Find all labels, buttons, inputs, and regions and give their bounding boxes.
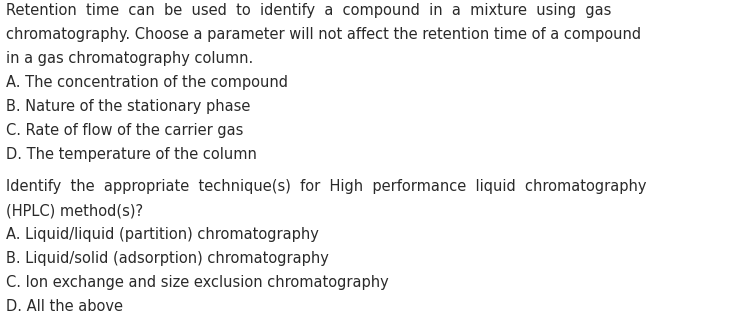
Text: A. The concentration of the compound: A. The concentration of the compound: [6, 75, 288, 90]
Text: Identify  the  appropriate  technique(s)  for  High  performance  liquid  chroma: Identify the appropriate technique(s) fo…: [6, 179, 647, 195]
Text: D. The temperature of the column: D. The temperature of the column: [6, 147, 257, 162]
Text: C. Ion exchange and size exclusion chromatography: C. Ion exchange and size exclusion chrom…: [6, 275, 389, 290]
Text: chromatography. Choose a parameter will not affect the retention time of a compo: chromatography. Choose a parameter will …: [6, 27, 641, 42]
Text: in a gas chromatography column.: in a gas chromatography column.: [6, 51, 253, 66]
Text: Retention  time  can  be  used  to  identify  a  compound  in  a  mixture  using: Retention time can be used to identify a…: [6, 4, 611, 19]
Text: (HPLC) method(s)?: (HPLC) method(s)?: [6, 204, 143, 218]
Text: D. All the above: D. All the above: [6, 299, 123, 314]
Text: B. Liquid/solid (adsorption) chromatography: B. Liquid/solid (adsorption) chromatogra…: [6, 251, 329, 266]
Text: A. Liquid/liquid (partition) chromatography: A. Liquid/liquid (partition) chromatogra…: [6, 227, 319, 242]
Text: C. Rate of flow of the carrier gas: C. Rate of flow of the carrier gas: [6, 123, 243, 138]
Text: B. Nature of the stationary phase: B. Nature of the stationary phase: [6, 99, 250, 114]
